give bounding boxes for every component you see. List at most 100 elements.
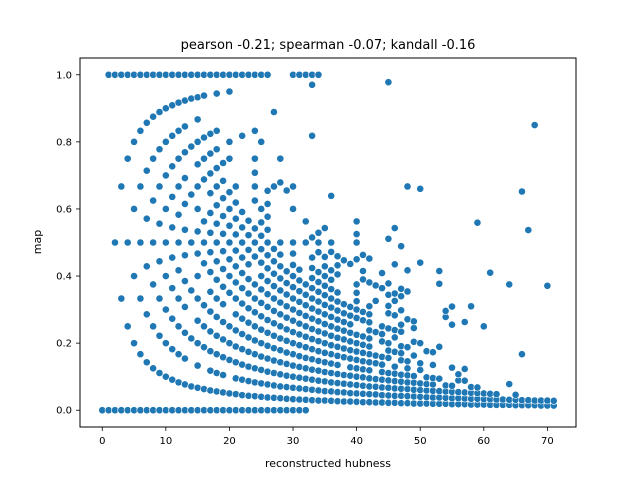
data-point: [403, 287, 412, 296]
data-point: [359, 357, 367, 366]
data-point: [276, 178, 285, 187]
data-point: [397, 327, 406, 336]
data-point: [270, 369, 278, 377]
data-point: [257, 312, 266, 321]
data-point: [161, 238, 170, 247]
data-point: [193, 316, 202, 325]
data-point: [250, 336, 259, 345]
data-point: [149, 154, 158, 163]
data-point: [378, 269, 386, 277]
data-point: [257, 298, 266, 307]
data-point: [263, 277, 272, 285]
data-point: [250, 182, 259, 191]
data-point: [136, 126, 145, 135]
data-point: [263, 328, 272, 337]
data-point: [155, 294, 164, 303]
data-point: [276, 154, 285, 163]
data-point: [130, 339, 138, 348]
data-point: [378, 352, 386, 361]
data-point: [390, 311, 399, 320]
data-point: [219, 335, 227, 344]
data-point: [155, 369, 164, 377]
data-point: [225, 272, 234, 280]
data-point: [390, 260, 399, 269]
data-point: [320, 281, 329, 290]
data-point: [403, 266, 412, 275]
data-point: [219, 212, 227, 220]
data-point: [219, 282, 227, 291]
data-point: [161, 104, 170, 113]
plot-frame: [79, 57, 577, 428]
data-point: [339, 256, 348, 265]
data-point: [289, 372, 297, 381]
data-point: [289, 261, 297, 269]
data-point: [327, 369, 336, 377]
data-point: [365, 334, 374, 343]
data-point: [263, 290, 272, 299]
data-point: [193, 93, 202, 102]
data-point: [390, 347, 399, 356]
data-point: [352, 330, 361, 339]
data-point: [549, 396, 558, 405]
data-point: [193, 205, 202, 213]
data-point: [422, 347, 431, 356]
data-point: [505, 280, 514, 289]
data-point: [231, 390, 240, 399]
data-point: [314, 337, 323, 346]
data-point: [320, 348, 329, 357]
data-point: [301, 280, 310, 289]
y-tick-label: 0.6: [56, 204, 72, 215]
data-point: [314, 287, 323, 296]
data-point: [257, 272, 266, 280]
data-point: [225, 238, 234, 247]
data-point: [371, 296, 380, 305]
data-point: [123, 238, 132, 247]
data-point: [257, 366, 266, 374]
data-point: [365, 326, 374, 335]
data-point: [289, 283, 297, 292]
data-point: [200, 301, 208, 310]
x-axis-label: reconstructed hubness: [265, 457, 391, 470]
data-point: [429, 361, 437, 369]
data-point: [346, 320, 355, 329]
data-point: [397, 342, 406, 351]
data-point: [505, 380, 514, 388]
data-point: [390, 224, 399, 232]
data-point: [270, 182, 278, 191]
data-point: [231, 374, 240, 383]
data-point: [187, 94, 196, 103]
data-point: [352, 230, 361, 239]
data-point: [435, 279, 444, 288]
data-point: [320, 272, 329, 280]
data-point: [212, 126, 221, 135]
data-point: [206, 386, 215, 395]
data-point: [320, 358, 329, 367]
data-point: [161, 272, 170, 280]
data-point: [390, 326, 399, 334]
data-point: [123, 322, 132, 331]
y-axis: 0.0 0.2 0.4 0.6 0.8 1.0: [56, 70, 80, 417]
data-point: [479, 322, 488, 331]
data-point: [314, 366, 323, 375]
data-point: [174, 322, 183, 331]
x-tick-label: 70: [541, 436, 554, 447]
data-point: [238, 330, 247, 338]
data-point: [365, 358, 374, 367]
data-point: [130, 137, 138, 146]
data-point: [168, 162, 177, 171]
data-point: [327, 359, 336, 368]
data-point: [231, 294, 240, 303]
data-point: [314, 228, 323, 237]
data-point: [295, 363, 304, 371]
data-point: [282, 371, 291, 380]
data-point: [270, 257, 278, 266]
data-point: [409, 372, 418, 380]
data-point: [174, 350, 183, 359]
data-point: [244, 289, 253, 298]
data-point: [168, 345, 177, 354]
data-point: [435, 267, 444, 275]
data-point: [193, 115, 202, 124]
data-point: [200, 343, 208, 352]
data-point: [384, 279, 393, 288]
data-point: [193, 339, 202, 348]
